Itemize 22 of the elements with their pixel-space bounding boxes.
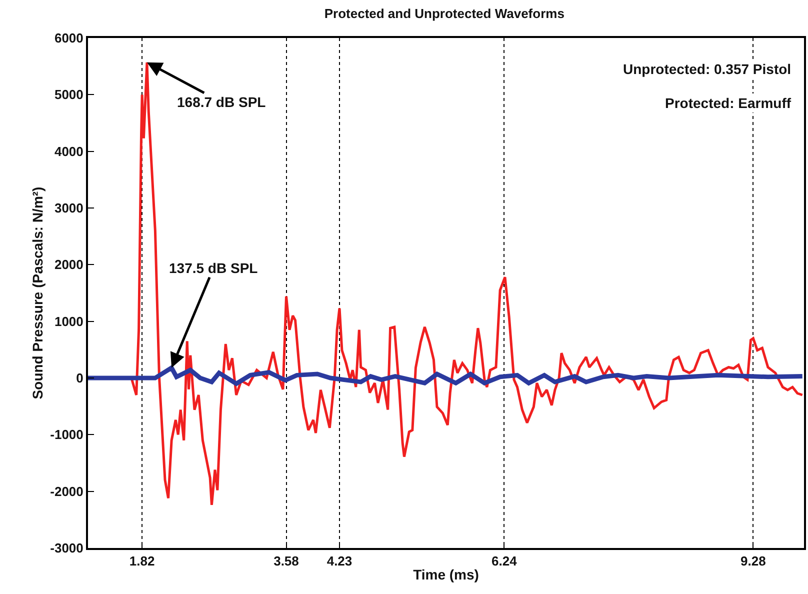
annotation: Unprotected: 0.357 Pistol <box>623 61 792 77</box>
x-tick-label: 6.24 <box>492 554 518 569</box>
y-tick-label: -1000 <box>50 427 84 442</box>
y-tick-label: 4000 <box>54 144 84 159</box>
x-tick-label: 3.58 <box>274 554 299 569</box>
y-tick-label: 5000 <box>54 87 84 102</box>
y-tick-label: 1000 <box>54 314 84 329</box>
x-axis-title: Time (ms) <box>413 566 479 582</box>
annotation: Protected: Earmuff <box>665 95 792 111</box>
x-tick-label: 1.82 <box>129 554 155 569</box>
y-tick-label: -3000 <box>50 540 84 556</box>
y-tick-label: -2000 <box>50 484 84 499</box>
annotation: 137.5 dB SPL <box>169 260 258 276</box>
chart-title: Protected and Unprotected Waveforms <box>324 6 564 22</box>
y-tick-label: 3000 <box>54 200 84 216</box>
y-tick-label: 0 <box>76 370 84 386</box>
y-tick-label: 2000 <box>54 257 84 272</box>
x-tick-label: 9.28 <box>740 554 766 569</box>
annotation: 168.7 dB SPL <box>177 94 266 110</box>
y-axis-title: Sound Pressure (Pascals: N/m²) <box>29 186 46 400</box>
y-tick-label: 6000 <box>54 30 84 46</box>
x-tick-label: 4.23 <box>326 554 352 569</box>
